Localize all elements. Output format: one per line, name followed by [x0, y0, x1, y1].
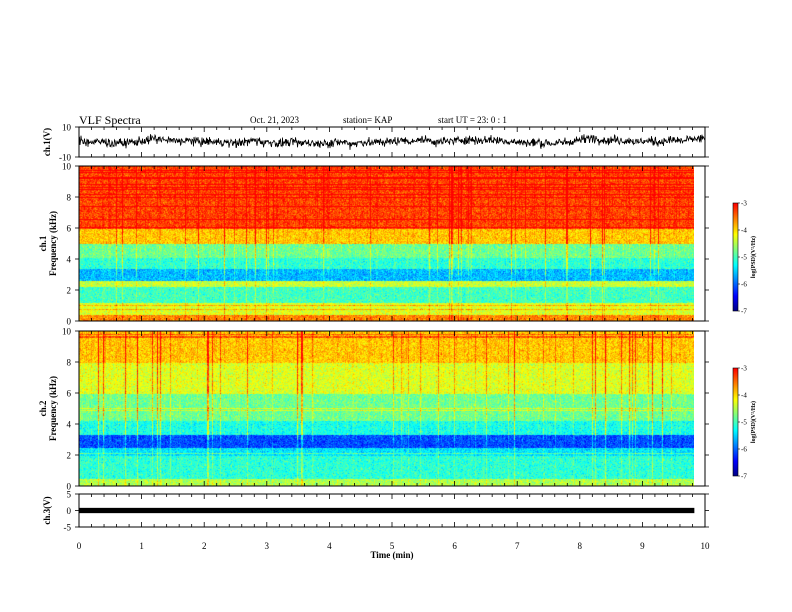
colorbar-tick-label: -7: [741, 473, 747, 481]
ch1-spectrogram-y-tick-label: 2: [67, 286, 72, 296]
ch1-waveform-ylabel: ch.1(V): [42, 128, 52, 156]
colorbar-tick-label: -3: [741, 365, 747, 373]
ch1-spectrogram-y-tick-label: 4: [67, 255, 72, 265]
ch2-spectrogram-y-tick-label: 10: [62, 327, 72, 337]
colorbar-tick-label: -5: [741, 419, 747, 427]
colorbar-tick-label: -7: [741, 308, 747, 316]
start-time-label: start UT = 23: 0 : 1: [438, 115, 507, 125]
x-tick-label: 2: [202, 541, 207, 551]
ch1-spectrogram-image: [79, 166, 694, 321]
x-tick-label: 5: [390, 541, 395, 551]
colorbar-label: log(PSD)(V²/Hz): [750, 236, 757, 278]
ch3-waveform-ylabel: ch.3(V): [42, 496, 52, 524]
colorbar-tick-label: -5: [741, 254, 747, 262]
ch3-waveform-y-tick-label: -5: [64, 523, 72, 533]
ch1-waveform-y-tick-label: 10: [62, 123, 72, 133]
ch2-spectrogram-image: [79, 331, 694, 486]
ch1-channel-label: ch.1: [38, 235, 48, 251]
ch2-frequency-label: Frequency (kHz): [48, 376, 58, 441]
colorbar-tick-label: -4: [741, 227, 747, 235]
ch1-colorbar: [733, 203, 738, 311]
colorbar-tick-label: -4: [741, 392, 747, 400]
x-tick-label: 1: [139, 541, 144, 551]
ch2-spectrogram-y-tick-label: 2: [67, 451, 72, 461]
ch2-colorbar: [733, 368, 738, 476]
plot-title: VLF Spectra: [79, 113, 141, 127]
x-tick-label: 3: [265, 541, 270, 551]
colorbar-tick-label: -6: [741, 281, 747, 289]
ch1-spectrogram-y-tick-label: 10: [62, 162, 72, 172]
x-tick-label: 7: [515, 541, 520, 551]
ch1-waveform-y-tick-label: -10: [59, 153, 71, 163]
ch1-spectrogram-y-tick-label: 0: [67, 317, 72, 327]
ch3-waveform-y-tick-label: 0: [67, 506, 72, 516]
ch3-waveform-line: [79, 507, 695, 514]
x-tick-label: 0: [77, 541, 82, 551]
ch1-spectrogram-y-tick-label: 6: [67, 224, 72, 234]
ch3-waveform-y-tick-label: 5: [67, 490, 72, 500]
date-label: Oct. 21, 2023: [250, 115, 299, 125]
x-tick-label: 10: [701, 541, 711, 551]
x-tick-label: 9: [640, 541, 645, 551]
colorbar-tick-label: -3: [741, 200, 747, 208]
ch2-spectrogram-y-tick-label: 0: [67, 482, 72, 492]
x-axis-label: Time (min): [370, 550, 413, 560]
station-label: station= KAP: [343, 115, 393, 125]
ch2-channel-label: ch.2: [38, 400, 48, 416]
ch2-spectrogram-y-tick-label: 8: [67, 358, 72, 368]
colorbar-tick-label: -6: [741, 446, 747, 454]
ch1-waveform-line: [78, 133, 706, 150]
x-tick-label: 6: [452, 541, 457, 551]
x-tick-label: 8: [578, 541, 583, 551]
colorbar-label: log(PSD)(V²/Hz): [750, 401, 757, 443]
ch1-spectrogram-y-tick-label: 8: [67, 193, 72, 203]
x-tick-label: 4: [327, 541, 332, 551]
ch2-spectrogram-y-tick-label: 6: [67, 389, 72, 399]
ch1-frequency-label: Frequency (kHz): [48, 211, 58, 276]
ch2-spectrogram-y-tick-label: 4: [67, 420, 72, 430]
